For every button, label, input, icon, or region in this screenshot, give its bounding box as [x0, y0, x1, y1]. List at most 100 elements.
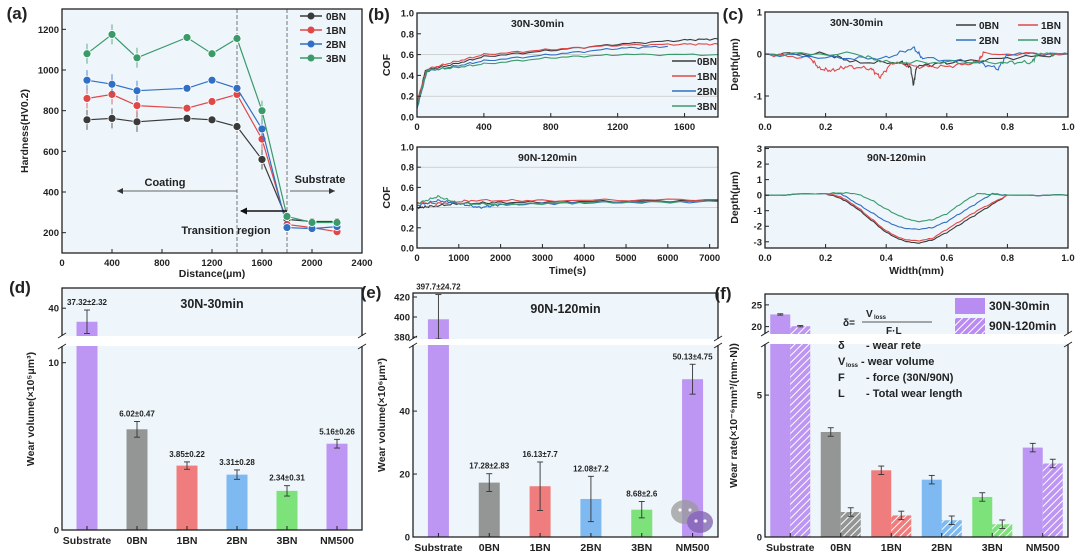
panel-label: (a) — [7, 4, 28, 23]
data-point — [82, 94, 92, 103]
x-tick-label: 0BN — [126, 535, 147, 547]
x-tick-label: NM500 — [320, 535, 354, 547]
y-axis-label: Wear volume(×10⁵μm³) — [25, 352, 37, 466]
y-tick-label: 0.0 — [401, 244, 414, 255]
y-tick-label: 1 — [757, 8, 763, 19]
bar-2BN-30N-30min — [921, 479, 942, 537]
axis-break-mark — [57, 343, 67, 350]
legend-marker — [307, 54, 315, 62]
y-tick-label: 0.4 — [401, 71, 415, 82]
x-tick-label: 1BN — [530, 542, 551, 554]
y-tick-label: 3 — [757, 144, 762, 155]
formula-description: - wear volume — [861, 356, 934, 368]
x-tick-label: NM500 — [1026, 542, 1060, 554]
y-tick-label: 1000 — [38, 66, 59, 77]
legend-label: 2BN — [697, 87, 717, 98]
data-point — [82, 75, 92, 85]
legend-marker — [307, 40, 315, 48]
axis-break-gap — [410, 339, 416, 345]
bar-Substrate-30N-30min — [770, 314, 791, 537]
x-tick-label: 0.2 — [819, 253, 832, 264]
legend-label: 1BN — [1041, 21, 1061, 32]
bar-hatch — [840, 512, 861, 537]
x-tick-label: 0BN — [830, 542, 851, 554]
x-tick-label: 5000 — [615, 253, 636, 264]
axis-break-gap — [715, 339, 721, 345]
plot-background — [62, 9, 362, 253]
formula-lhs: δ= — [843, 318, 855, 329]
axis-break-mark — [357, 332, 367, 339]
series-line-0BN — [417, 199, 718, 210]
legend-swatch — [955, 298, 985, 314]
bar-0BN-30N-30min — [820, 431, 841, 537]
axis-break-mark — [357, 343, 367, 350]
plot-background — [765, 147, 1068, 248]
data-label: 12.08±7.2 — [573, 464, 609, 473]
legend-swatch-hatch — [955, 318, 985, 334]
y-tick-label: 200 — [43, 228, 59, 239]
y-tick-label: 400 — [43, 188, 59, 199]
y-tick-label: 1.0 — [401, 9, 414, 20]
series-line-1BN — [765, 192, 1068, 242]
x-tick-label: Substrate — [766, 542, 815, 554]
legend-label: 3BN — [1041, 36, 1061, 47]
bar-3BN — [276, 490, 298, 530]
series-line-0BN — [765, 192, 1068, 244]
bubble-dot — [688, 508, 692, 512]
bar-hatch — [992, 524, 1013, 537]
bar-chart-(f): Substrate 0BN 1BN 2BN 3BN NM500 0 5 20 25 Wear rat… — [715, 284, 1073, 554]
axis-break-gap — [414, 339, 717, 345]
y-tick-label: -2 — [754, 222, 762, 233]
x-axis-label: Width(mm) — [889, 265, 944, 277]
bar-0BN — [478, 482, 500, 537]
y-tick-label: 380 — [394, 333, 410, 344]
x-tick-label: 0 — [414, 122, 419, 133]
series-line-0BN — [765, 51, 1068, 86]
x-tick-label: 2000 — [490, 253, 511, 264]
plot-background — [413, 293, 718, 537]
x-tick-label: 400 — [476, 122, 492, 133]
y-tick-label: 0 — [54, 526, 59, 537]
axis-break-gap — [63, 336, 361, 346]
legend-label: 0BN — [697, 57, 717, 68]
bubble-dot — [703, 519, 707, 523]
y-axis-label: Depth(μm) — [729, 171, 741, 224]
subplot-title: 90N-120min — [530, 302, 600, 316]
y-tick-label: -1 — [754, 92, 763, 103]
bar-2BN — [226, 474, 248, 530]
y-tick-label: -3 — [754, 237, 762, 248]
data-point — [232, 122, 242, 131]
axis-break-mark — [408, 342, 418, 349]
series-line-2BN — [765, 46, 1068, 71]
bar-hatch — [941, 520, 962, 537]
axis-break-mark — [713, 342, 723, 349]
x-tick-label: 800 — [543, 122, 559, 133]
y-axis-label: Wear rate(×10⁻⁶mm³/(mm·N)) — [728, 343, 740, 488]
y-tick-label: 0 — [757, 533, 762, 544]
series-line-3BN — [765, 192, 1068, 223]
x-tick-label: 1200 — [607, 122, 628, 133]
data-point — [82, 49, 92, 59]
data-point — [207, 115, 217, 125]
y-tick-label: 0.4 — [401, 203, 415, 214]
legend-label: 0BN — [979, 21, 999, 32]
axis-break-mark — [760, 330, 770, 337]
x-tick-label: 0.0 — [758, 122, 771, 133]
axis-break-gap — [359, 336, 365, 346]
plot-frame — [412, 292, 719, 538]
panel-label: (e) — [361, 283, 382, 302]
axis-break-gap — [59, 336, 65, 346]
line-chart-sub-90N-120min: 0.0 0.2 0.4 0.6 0.8 1.0 -3 -2 -1 0 1 2 3 Depth(μm) 90N… — [729, 144, 1075, 277]
plot-background — [417, 147, 718, 248]
data-point — [232, 83, 242, 93]
legend-label: 1BN — [326, 26, 346, 37]
x-tick-label: 0.0 — [758, 253, 771, 264]
y-axis-label: COF — [381, 186, 393, 209]
y-tick-label: 400 — [394, 313, 410, 324]
data-point — [257, 124, 267, 134]
x-tick-label: 800 — [154, 258, 170, 269]
series-group — [417, 37, 718, 109]
plot-background — [765, 12, 1068, 117]
x-tick-label: 0.8 — [1001, 253, 1014, 264]
